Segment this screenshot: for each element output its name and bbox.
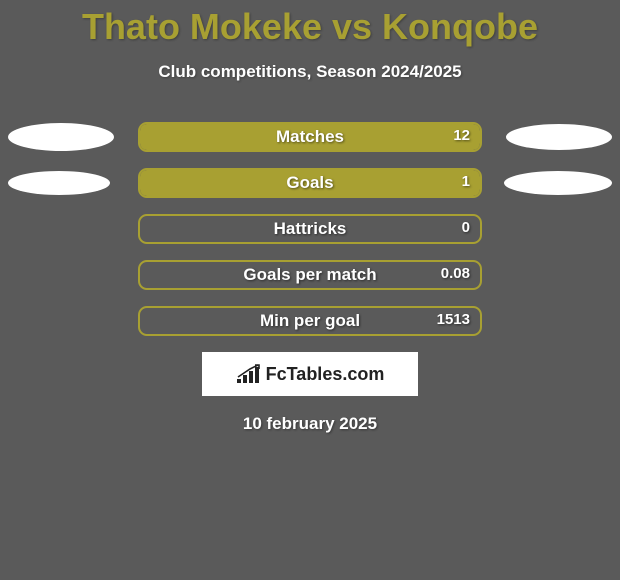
stat-row: Goals 1 <box>0 168 620 198</box>
stat-row: Hattricks 0 <box>0 214 620 244</box>
logo-text: FcTables.com <box>266 364 385 385</box>
stats-container: Matches 12 Goals 1 Hattricks 0 Goals per match… <box>0 122 620 336</box>
stat-value: 1513 <box>437 311 470 328</box>
stat-bar: Min per goal 1513 <box>138 306 482 336</box>
stat-value: 0.08 <box>441 265 470 282</box>
page-title: Thato Mokeke vs Konqobe <box>0 0 620 48</box>
stat-bar: Hattricks 0 <box>138 214 482 244</box>
stat-bar: Goals 1 <box>138 168 482 198</box>
stat-label: Hattricks <box>274 219 347 239</box>
stat-label: Matches <box>276 127 344 147</box>
subtitle: Club competitions, Season 2024/2025 <box>0 62 620 82</box>
ellipse-left <box>8 171 110 195</box>
stat-bar: Goals per match 0.08 <box>138 260 482 290</box>
stat-value: 0 <box>462 219 470 236</box>
chart-icon <box>236 364 262 384</box>
logo-box: FcTables.com <box>202 352 418 396</box>
ellipse-right <box>506 124 612 150</box>
ellipse-right <box>504 171 612 195</box>
stat-row: Min per goal 1513 <box>0 306 620 336</box>
stat-label: Min per goal <box>260 311 360 331</box>
stat-bar: Matches 12 <box>138 122 482 152</box>
ellipse-left <box>8 123 114 151</box>
stat-row: Matches 12 <box>0 122 620 152</box>
stat-row: Goals per match 0.08 <box>0 260 620 290</box>
stat-value: 12 <box>453 127 470 144</box>
stat-value: 1 <box>462 173 470 190</box>
stat-label: Goals per match <box>243 265 376 285</box>
date-text: 10 february 2025 <box>0 414 620 434</box>
stat-label: Goals <box>286 173 333 193</box>
